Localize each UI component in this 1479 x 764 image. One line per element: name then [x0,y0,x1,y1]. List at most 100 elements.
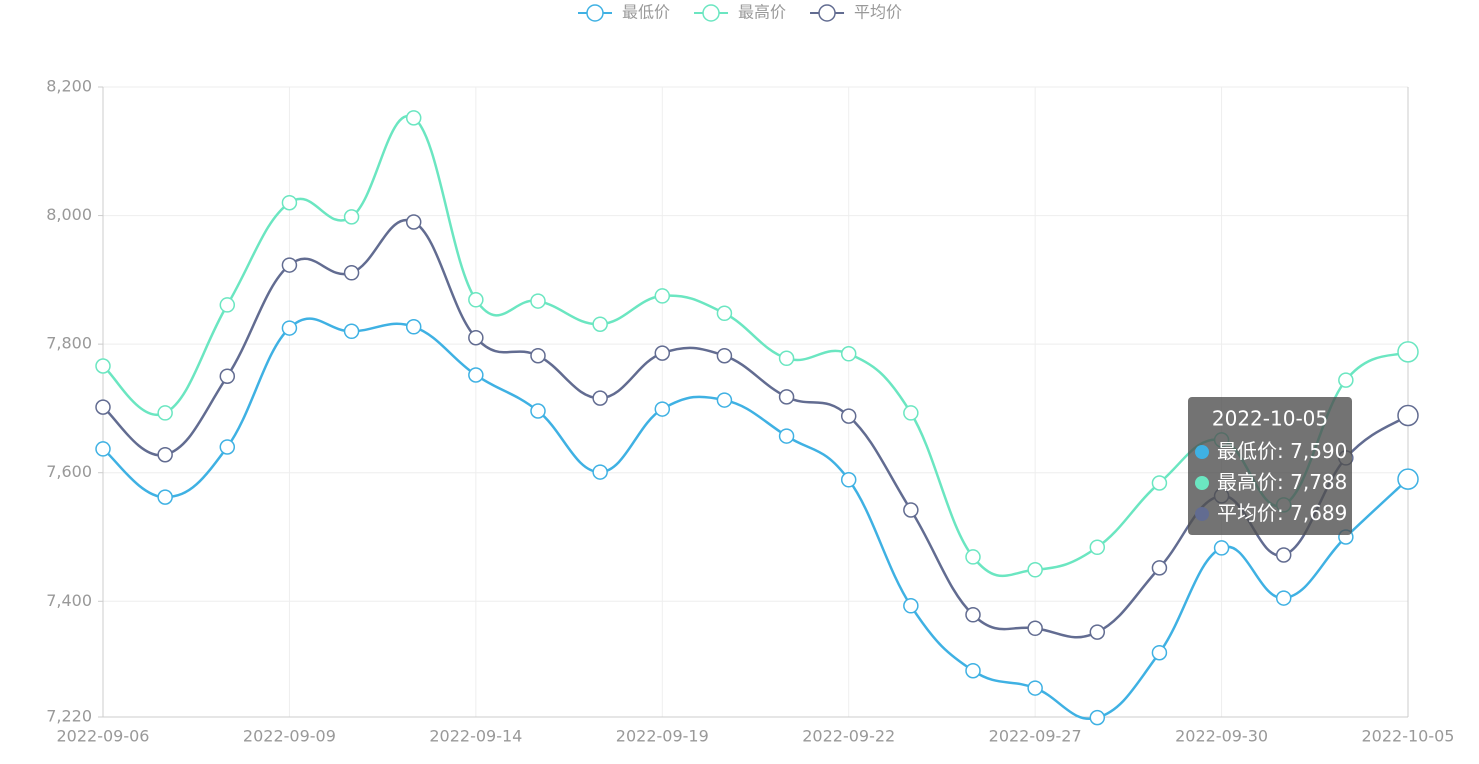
point [219,297,236,313]
series-line [102,317,1409,721]
point [157,405,173,421]
tooltip-value: 7,590 [1290,439,1347,463]
x-tick-label: 2022-09-14 [429,727,522,746]
y-tick-label: 8,000 [46,205,92,224]
point [281,320,298,336]
point [716,305,733,322]
point [1397,404,1419,427]
point [405,214,422,230]
x-tick-label: 2022-09-09 [243,727,336,746]
tooltip-name: 最低价 [1217,439,1277,463]
point [1027,620,1043,637]
x-tick-label: 2022-09-30 [1175,727,1268,746]
tooltip-sep: : [1277,470,1290,494]
point [1089,624,1106,640]
point [840,408,857,424]
point [1275,590,1292,606]
point [1275,547,1292,563]
point [468,367,484,383]
y-tick-label: 8,200 [46,77,92,96]
point [965,607,981,623]
point [405,110,422,126]
point [1151,560,1168,576]
legend-label: 最高价 [738,3,786,22]
tooltip-box [1188,397,1352,535]
point [157,446,173,463]
point [281,257,298,273]
tooltip-dot [1195,445,1209,459]
x-tick-label: 2022-09-06 [57,727,150,746]
point [965,549,981,565]
point [592,316,608,332]
point [1397,341,1419,363]
legend: 最低价 最高价 平均价 [578,3,902,22]
point [1151,644,1168,661]
legend-icon [818,4,836,22]
point [965,662,981,679]
legend-icon [702,4,720,22]
x-tick-label: 2022-09-22 [802,727,895,746]
point [1089,709,1106,726]
point [1338,372,1354,388]
point [592,390,608,406]
point [840,472,857,488]
point [1151,475,1168,491]
tooltip-dot [1195,507,1209,521]
point [530,347,546,364]
tooltip-dot [1195,476,1209,490]
legend-label: 最低价 [622,3,670,22]
point [654,288,671,304]
point [219,368,236,385]
point [468,292,484,308]
y-tick-label: 7,600 [46,462,92,481]
point [716,347,733,364]
point [219,439,236,455]
tooltip: 2022-10-05 最低价: 7,590 最高价: 7,788 平均价: 7,689 [1188,397,1352,535]
y-tick-label: 7,800 [46,334,92,353]
point [903,405,919,421]
point [716,392,733,408]
point [1397,468,1419,490]
y-tick-label: 7,220 [46,707,92,726]
tooltip-value: 7,689 [1290,501,1347,525]
point [903,502,919,518]
point [1213,540,1230,556]
point [592,464,608,480]
point [840,346,857,362]
point [654,401,671,417]
point [530,293,546,309]
tooltip-sep: : [1277,501,1290,525]
point [157,489,173,505]
point [95,358,111,374]
point [343,323,360,340]
point [1027,680,1043,696]
tooltip-name: 平均价 [1217,501,1277,525]
x-tick-label: 2022-10-05 [1362,727,1455,746]
point [1027,562,1043,578]
x-tick-label: 2022-09-19 [616,727,709,746]
tooltip-sep: : [1277,439,1290,463]
tooltip-row: 平均价: 7,689 [1217,501,1347,525]
point [654,345,671,361]
point [281,194,298,211]
point [95,399,111,415]
point [468,329,484,346]
point [95,441,111,457]
tooltip-title: 2022-10-05 [1212,407,1328,431]
point [343,265,360,281]
point [1089,539,1106,556]
point [405,319,422,335]
point [343,209,360,225]
point [530,403,546,419]
point [778,428,795,444]
tooltip-name: 最高价 [1217,470,1277,494]
point [778,350,795,367]
legend-label: 平均价 [854,3,902,22]
legend-icon [586,4,604,22]
tooltip-row: 最低价: 7,590 [1217,439,1347,463]
x-tick-label: 2022-09-27 [989,727,1082,746]
tooltip-value: 7,788 [1290,470,1347,494]
tooltip-row: 最高价: 7,788 [1217,470,1347,494]
